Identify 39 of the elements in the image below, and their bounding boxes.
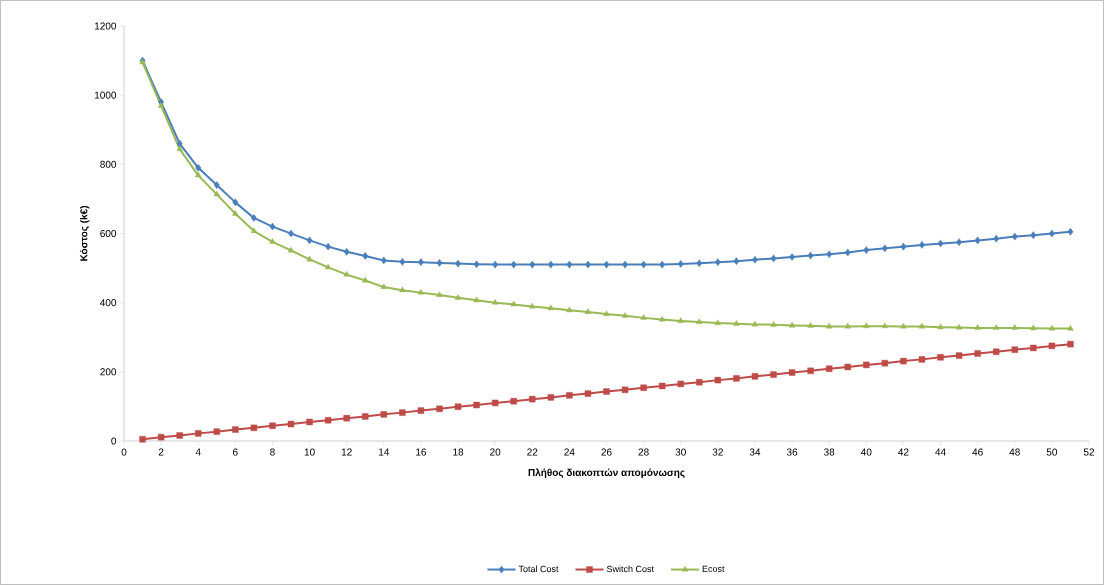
x-tick-label: 20 bbox=[490, 448, 501, 456]
x-tick-label: 48 bbox=[1009, 448, 1020, 456]
x-tick-label: 16 bbox=[416, 448, 427, 456]
y-tick-label: 0 bbox=[111, 437, 117, 445]
x-tick-label: 24 bbox=[564, 448, 575, 456]
y-tick-label: 200 bbox=[100, 368, 117, 376]
y-tick-label: 1200 bbox=[94, 22, 117, 30]
x-tick-label: 8 bbox=[270, 448, 275, 456]
y-tick-label: 800 bbox=[100, 160, 117, 168]
x-tick-label: 14 bbox=[379, 448, 390, 456]
y-axis-title: Κόστος (k€) bbox=[79, 205, 90, 261]
y-tick-label: 600 bbox=[100, 229, 117, 238]
x-tick-label: 4 bbox=[195, 448, 201, 456]
x-tick-label: 50 bbox=[1046, 448, 1058, 456]
legend-label: Total Cost bbox=[518, 565, 559, 573]
x-tick-label: 40 bbox=[860, 448, 872, 456]
x-tick-label: 18 bbox=[453, 448, 464, 456]
x-tick-label: 26 bbox=[601, 448, 612, 456]
x-tick-label: 30 bbox=[675, 448, 686, 456]
y-tick-label: 400 bbox=[100, 299, 117, 307]
x-tick-label: 34 bbox=[749, 448, 761, 456]
x-tick-label: 28 bbox=[638, 448, 649, 456]
x-tick-label: 52 bbox=[1083, 448, 1095, 456]
x-tick-label: 22 bbox=[527, 448, 538, 456]
legend-label: Ecost bbox=[702, 565, 725, 572]
x-tick-label: 6 bbox=[233, 448, 238, 456]
x-tick-label: 44 bbox=[935, 448, 946, 456]
x-tick-label: 36 bbox=[786, 448, 798, 456]
x-tick-label: 32 bbox=[712, 448, 723, 456]
x-tick-label: 2 bbox=[158, 448, 164, 456]
x-tick-label: 42 bbox=[898, 448, 909, 456]
x-tick-label: 0 bbox=[121, 448, 127, 456]
x-tick-label: 46 bbox=[972, 448, 983, 456]
x-tick-label: 10 bbox=[304, 448, 315, 456]
x-axis-title: Πλήθος διακοπτών απομόνωσης bbox=[528, 468, 685, 479]
legend-label: Switch Cost bbox=[606, 565, 654, 573]
y-tick-label: 1000 bbox=[94, 91, 117, 99]
x-tick-label: 12 bbox=[341, 448, 352, 456]
x-tick-label: 38 bbox=[824, 448, 835, 456]
